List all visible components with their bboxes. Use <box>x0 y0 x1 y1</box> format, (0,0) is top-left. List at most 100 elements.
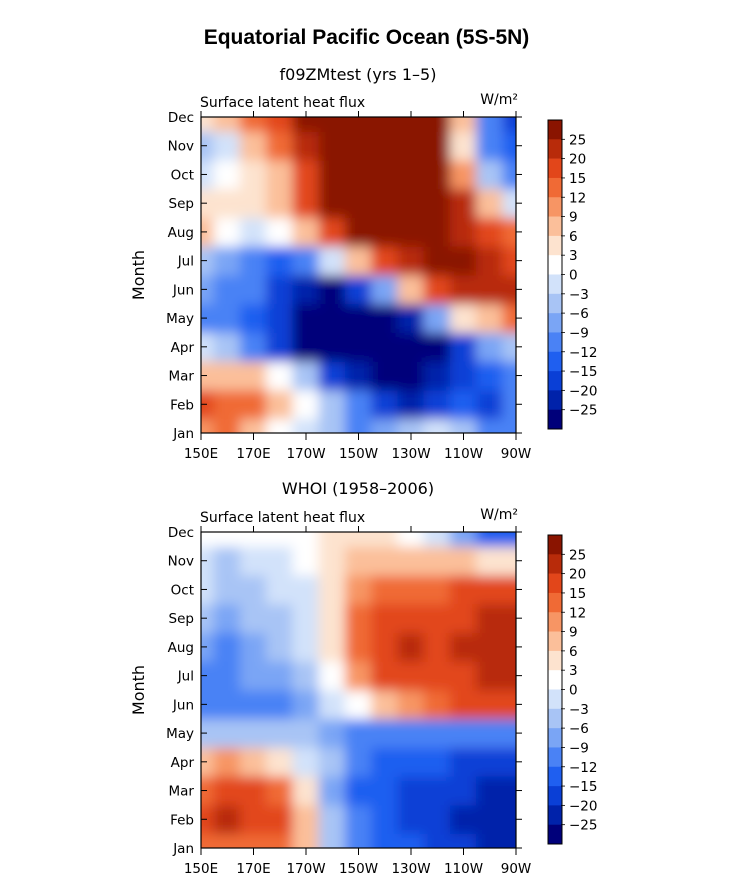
colorbar-swatch <box>548 689 562 710</box>
heatmap-cell <box>423 130 451 161</box>
heatmap-cell <box>397 274 425 305</box>
heatmap-cell <box>344 603 373 633</box>
heatmap-cell <box>318 245 346 276</box>
heatmap-cell <box>344 274 373 305</box>
colorbar-label: −9 <box>569 740 589 756</box>
y-tick-label: Aug <box>168 225 194 241</box>
heatmap-cell <box>371 545 399 576</box>
heatmap-cell <box>476 245 504 276</box>
heatmap-cell <box>476 188 504 218</box>
heatmap-cell <box>201 574 215 605</box>
heatmap-cell <box>423 747 451 777</box>
heatmap-cell <box>371 332 399 362</box>
heatmap-cell <box>397 660 425 691</box>
heatmap-cell <box>502 418 516 433</box>
heatmap-cell <box>201 718 215 748</box>
heatmap-cell <box>502 303 516 333</box>
heatmap-cell <box>449 217 478 247</box>
heatmap-cell <box>292 632 320 662</box>
panel-units: W/m² <box>480 92 518 108</box>
heatmap-cell <box>201 603 215 633</box>
heatmap-cell <box>213 217 241 247</box>
heatmap-cell <box>292 804 320 835</box>
heatmap-cell <box>476 332 504 362</box>
heatmap-cell <box>213 804 241 835</box>
heatmap-cell <box>344 718 373 748</box>
heatmap-cell <box>344 804 373 835</box>
heatmap-cell <box>344 245 373 276</box>
heatmap-cell <box>476 775 504 806</box>
heatmap-cell <box>266 188 294 218</box>
x-tick-label: 90W <box>501 861 532 877</box>
heatmap-cell <box>502 130 516 161</box>
heatmap-cell <box>502 545 516 576</box>
heatmap-cell <box>344 130 373 161</box>
heatmap-cell <box>449 632 478 662</box>
heatmap-cell <box>201 660 215 691</box>
heatmap-cell <box>213 245 241 276</box>
heatmap-cell <box>239 389 268 420</box>
heatmap-cell <box>318 775 346 806</box>
heatmap-cell <box>476 603 504 633</box>
colorbar-swatch <box>548 371 562 391</box>
heatmap-cell <box>449 117 478 132</box>
heatmap-cell <box>371 117 399 132</box>
heatmap-cell <box>502 775 516 806</box>
heatmap-cell <box>476 574 504 605</box>
heatmap-cell <box>266 217 294 247</box>
heatmap-cell <box>371 632 399 662</box>
heatmap-cell <box>318 389 346 420</box>
panel-subtitle: Surface latent heat flux <box>200 510 365 526</box>
heatmap-cell <box>292 117 320 132</box>
heatmap-cell <box>397 245 425 276</box>
heatmap-cell <box>266 418 294 433</box>
colorbar-swatch <box>548 708 562 729</box>
heatmap-cell <box>423 360 451 391</box>
heatmap-cell <box>318 418 346 433</box>
colorbar-label: 9 <box>569 210 578 226</box>
heatmap-cell <box>239 532 268 547</box>
heatmap-cell <box>239 332 268 362</box>
y-tick-label: Mar <box>169 369 195 385</box>
heatmap-cell <box>213 747 241 777</box>
y-tick-label: Apr <box>171 340 195 356</box>
heatmap-cell <box>423 603 451 633</box>
y-tick-label: Sep <box>169 611 194 627</box>
colorbar-swatch <box>548 274 562 295</box>
heatmap-cell <box>201 833 215 848</box>
y-tick-label: May <box>166 311 194 327</box>
heatmap-cell <box>449 545 478 576</box>
heatmap-cell <box>201 747 215 777</box>
heatmap-cell <box>292 389 320 420</box>
heatmap-cell <box>423 303 451 333</box>
heatmap-cell <box>397 689 425 720</box>
heatmap-cell <box>239 574 268 605</box>
heatmap-cell <box>213 117 241 132</box>
heatmap-cell <box>502 632 516 662</box>
colorbar-swatch <box>548 293 562 314</box>
colorbar-swatch <box>548 612 562 632</box>
heatmap-cell <box>266 574 294 605</box>
heatmap-cell <box>476 303 504 333</box>
heatmap-cell <box>318 303 346 333</box>
heatmap-plot <box>201 532 516 848</box>
heatmap-cell <box>318 747 346 777</box>
heatmap-cell <box>397 332 425 362</box>
heatmap-cell <box>476 274 504 305</box>
colorbar-label: −15 <box>569 364 598 380</box>
heatmap-cell <box>318 188 346 218</box>
colorbar-label: −20 <box>569 798 598 814</box>
y-tick-label: May <box>166 726 194 742</box>
heatmap-cell <box>476 632 504 662</box>
heatmap-cell <box>502 245 516 276</box>
heatmap-cell <box>371 418 399 433</box>
heatmap-cell <box>449 389 478 420</box>
heatmap-cell <box>213 130 241 161</box>
heatmap-cell <box>344 775 373 806</box>
heatmap-cell <box>502 117 516 132</box>
heatmap-cell <box>476 804 504 835</box>
heatmap-cell <box>344 689 373 720</box>
heatmap-cell <box>292 833 320 848</box>
heatmap-cell <box>423 689 451 720</box>
heatmap-cell <box>397 130 425 161</box>
